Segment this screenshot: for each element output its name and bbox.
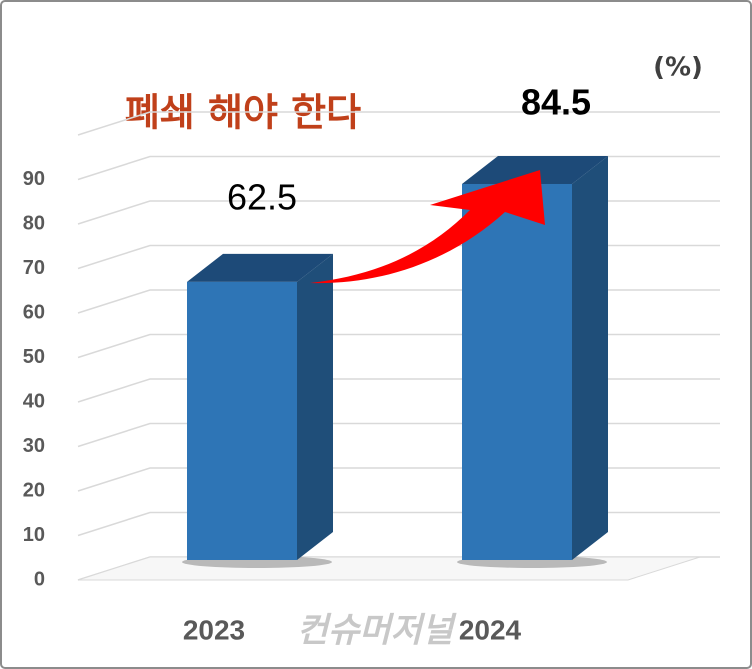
bar-top [462,155,608,184]
x-tick-label: 2023 [183,614,245,645]
watermark: 컨슈머저널 [297,611,457,651]
bar-side [297,253,333,560]
x-tick-label: 2024 [459,614,522,645]
y-tick-label: 10 [23,524,45,546]
bar [462,183,572,560]
floor [77,556,701,581]
y-tick-label: 40 [23,390,45,412]
value-label: 62.5 [227,177,297,218]
y-tick-label: 90 [23,168,45,190]
bar-top [187,253,333,282]
y-tick-label: 20 [23,479,45,501]
y-tick-label: 50 [23,346,45,368]
unit-label: (%) [653,53,703,83]
bar-side [572,155,608,560]
y-tick-label: 0 [34,568,45,590]
y-tick-label: 80 [23,212,45,234]
y-tick-label: 60 [23,301,45,323]
trend-arrow [310,170,545,284]
y-tick-label: 70 [23,257,45,279]
grid-line-top [77,111,720,136]
bar [187,281,297,560]
value-label: 84.5 [521,82,591,123]
y-tick-label: 30 [23,435,45,457]
